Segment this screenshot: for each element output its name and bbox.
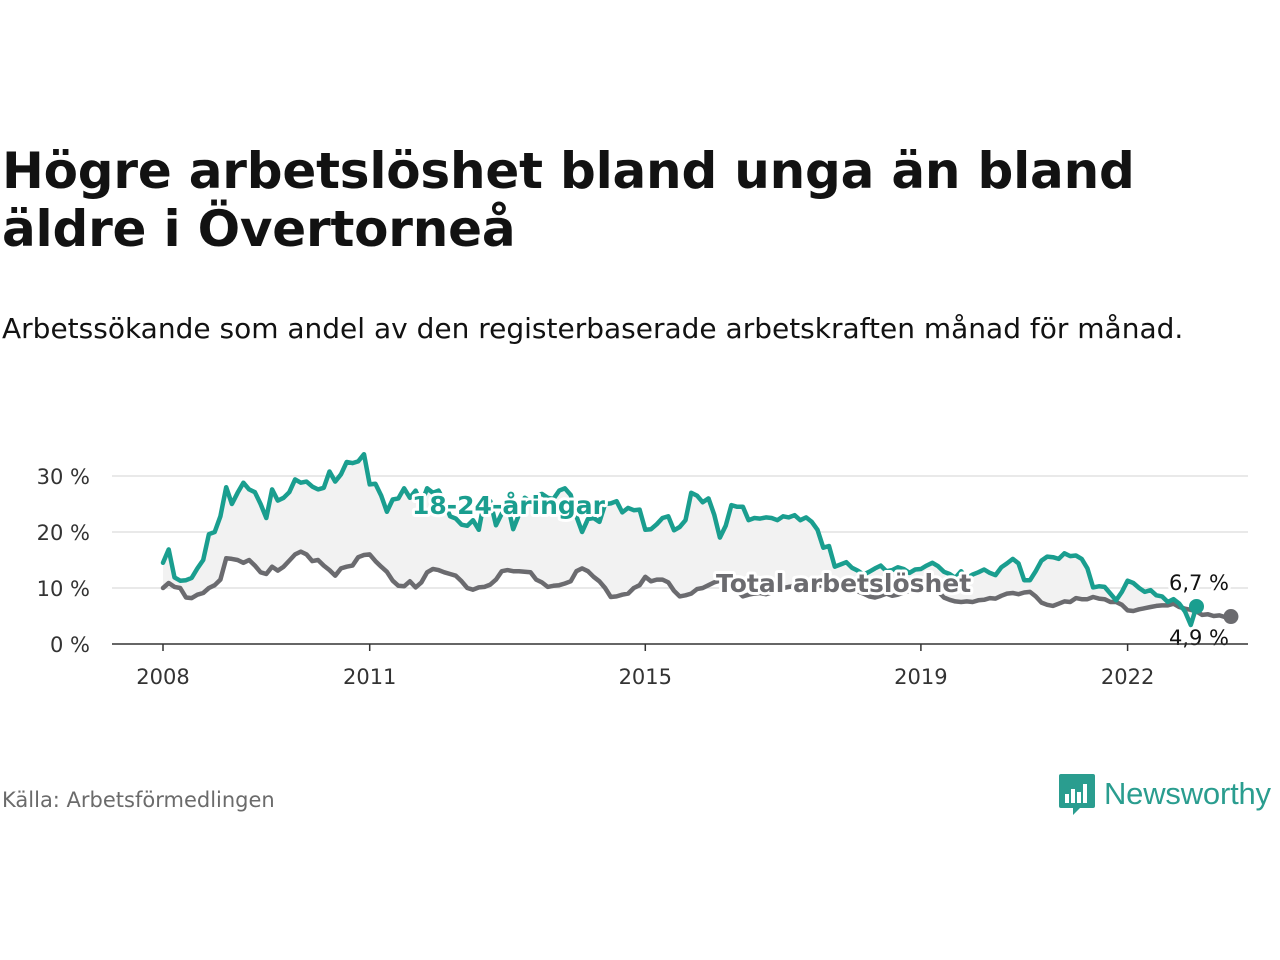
youth-end-value-label: 6,7 % [1169, 571, 1229, 595]
x-tick-label: 2008 [136, 665, 189, 689]
brand-logo[interactable]: Newsworthy [1058, 772, 1271, 816]
total-end-value-label: 4,9 % [1169, 626, 1229, 650]
brand-name: Newsworthy [1104, 776, 1271, 811]
x-tick-label: 2022 [1101, 665, 1154, 689]
total-series-label: Total arbetslöshet [716, 569, 971, 598]
x-tick-label: 2015 [619, 665, 672, 689]
total-series-line [160, 549, 1234, 620]
youth-series-line [160, 451, 1199, 628]
bar-chart-speech-bubble-icon [1059, 774, 1095, 815]
y-tick-label: 10 % [37, 577, 90, 601]
y-tick-label: 30 % [37, 465, 90, 489]
source-note: Källa: Arbetsförmedlingen [2, 788, 275, 812]
y-tick-label: 20 % [37, 521, 90, 545]
series-labels: 18-24-åringar Total arbetslöshet 6,7 % 4,9 … [409, 488, 1232, 653]
chart-title: Högre arbetslöshet bland unga än bland ä… [2, 142, 1135, 258]
line-chart: 18-24-åringar Total arbetslöshet 6,7 % 4,9 … [37, 451, 1248, 689]
chart-subtitle: Arbetssökande som andel av den registerb… [2, 312, 1184, 345]
youth-end-point [1188, 598, 1204, 614]
series-lines [160, 451, 1239, 628]
x-tick-label: 2011 [343, 665, 396, 689]
y-tick-label: 0 % [50, 633, 90, 657]
total-end-point [1223, 609, 1239, 625]
x-tick-label: 2019 [894, 665, 947, 689]
youth-series-label: 18-24-åringar [412, 491, 606, 520]
axes: 0 % 10 % 20 % 30 % 2008 2011 2015 2019 2022 [37, 465, 1248, 689]
